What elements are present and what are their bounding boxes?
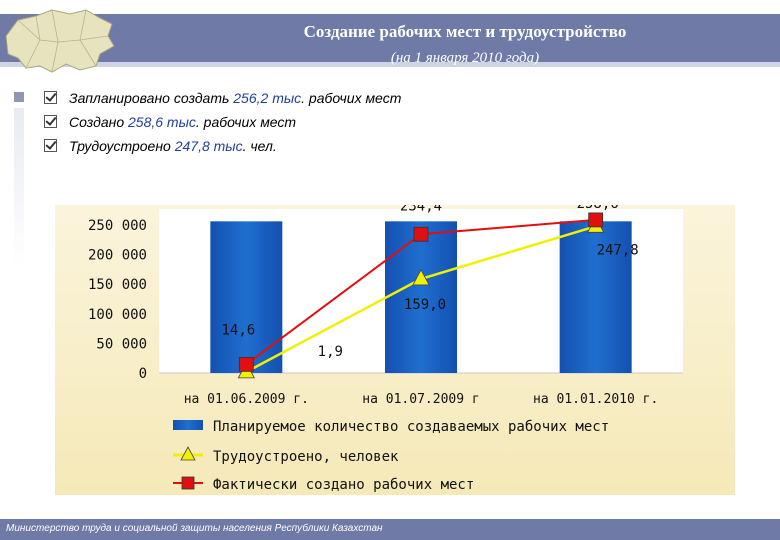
y-tick-label: 50 000: [96, 336, 147, 352]
header: Создание рабочих мест и трудоустройство …: [0, 0, 780, 78]
point-created: [588, 212, 604, 228]
legend-label: Трудоустроено, человек: [213, 449, 399, 465]
point-created: [238, 356, 254, 372]
chart-panel: 0 50 000 100 000 150 000 200 000 250 000 на 01…: [55, 205, 735, 495]
kazakhstan-map-icon: [5, 9, 115, 73]
checklist-item-created: Создано 258,6 тыс. рабочих мест: [44, 112, 401, 136]
legend-marker-created: [181, 476, 195, 490]
x-tick-label: на 01.06.2009 г.: [184, 392, 309, 407]
x-tick-label: на 01.07.2009 г: [362, 392, 479, 407]
data-label-employed: 1,9: [318, 344, 343, 360]
header-bar: [0, 14, 780, 62]
point-created: [413, 226, 429, 242]
side-marker: [14, 92, 24, 102]
header-strip: [0, 62, 780, 67]
data-label-created: 234,4: [400, 205, 442, 214]
checkbox-checked-icon: [44, 91, 57, 104]
checklist-text: Трудоустроено: [69, 138, 175, 154]
point-employed: [412, 269, 430, 286]
checklist-text: . рабочих мест: [301, 90, 402, 106]
bar: [559, 221, 632, 373]
checklist-text: Запланировано создать: [69, 90, 234, 106]
checklist-value: 256,2 тыс: [233, 90, 302, 106]
checkbox-checked-icon: [44, 115, 57, 128]
footer: Министерство труда и социальной защиты н…: [0, 519, 780, 540]
data-label-created: 14,6: [221, 322, 255, 338]
y-tick-label: 150 000: [88, 277, 147, 293]
y-tick-label: 250 000: [88, 218, 147, 234]
checklist-text: . чел.: [242, 138, 277, 154]
chart: 0 50 000 100 000 150 000 200 000 250 000 на 01…: [88, 205, 683, 493]
footer-text: Министерство труда и социальной защиты н…: [6, 523, 383, 534]
data-label-created: 258,6: [577, 205, 619, 212]
checklist-item-employed: Трудоустроено 247,8 тыс. чел.: [44, 136, 401, 160]
bar: [385, 221, 457, 373]
checklist-value: 247,8 тыс: [174, 138, 243, 154]
side-stripe: [14, 108, 24, 268]
page-subtitle: (на 1 января 2010 года): [390, 50, 540, 66]
y-tick-label: 100 000: [88, 307, 147, 323]
data-label-employed: 247,8: [597, 242, 639, 258]
checklist-value: 258,6 тыс: [128, 114, 196, 130]
checklist-item-planned: Запланировано создать 256,2 тыс. рабочих…: [44, 88, 401, 112]
checklist-text: . рабочих мест: [195, 114, 297, 130]
legend-swatch-planned: [173, 420, 203, 430]
checkbox-checked-icon: [44, 139, 57, 152]
page-title: Создание рабочих мест и трудоустройство: [303, 22, 627, 41]
checklist-text: Создано: [69, 114, 128, 130]
checklist: Запланировано создать 256,2 тыс. рабочих…: [44, 88, 401, 160]
bar: [210, 221, 283, 373]
y-tick-label: 200 000: [88, 248, 147, 264]
legend-label: Фактически создано рабочих мест: [213, 477, 474, 493]
x-tick-label: на 01.01.2010 г.: [533, 392, 658, 407]
legend-label: Планируемое количество создаваемых рабоч…: [213, 419, 609, 435]
data-label-employed: 159,0: [404, 297, 446, 313]
legend-marker-employed: [180, 446, 196, 461]
y-tick-label: 0: [139, 366, 147, 382]
